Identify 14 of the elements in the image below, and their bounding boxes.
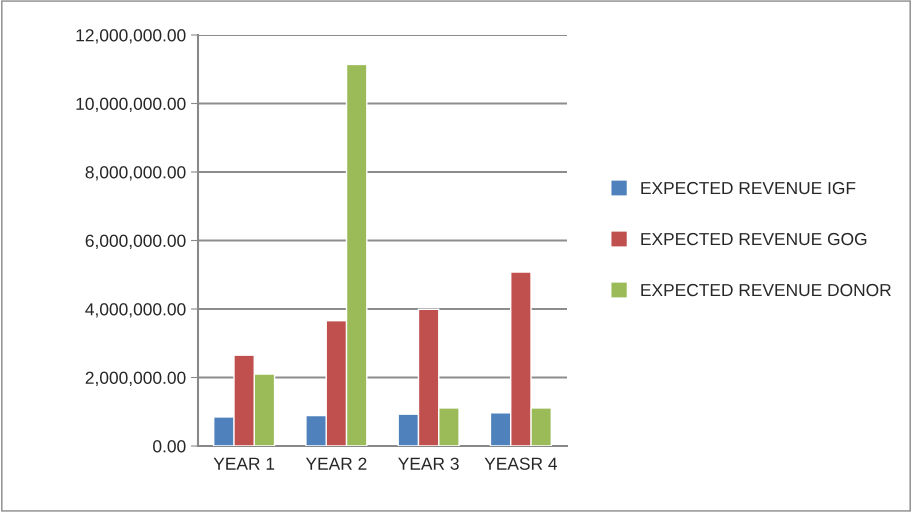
x-tick-label: YEAR 2 — [306, 458, 366, 470]
legend-label: EXPECTED REVENUE IGF — [641, 182, 856, 194]
y-tick-label: 6,000,000.00 — [86, 234, 186, 250]
legend-label: EXPECTED REVENUE DONOR — [641, 284, 891, 296]
y-tick-label: 12,000,000.00 — [76, 29, 186, 44]
y-tick-label: 2,000,000.00 — [86, 372, 186, 386]
y-tick-label: 0.00 — [153, 440, 186, 452]
x-tick-label: YEASR 4 — [484, 458, 558, 470]
legend-label: EXPECTED REVENUE GOG — [641, 232, 866, 246]
y-tick-label: 8,000,000.00 — [86, 166, 186, 181]
y-tick-label: 4,000,000.00 — [85, 303, 186, 318]
x-tick-label: YEAR 3 — [398, 458, 459, 470]
y-tick-label: 10,000,000.00 — [76, 98, 186, 112]
x-tick-label: YEAR 1 — [214, 458, 274, 470]
